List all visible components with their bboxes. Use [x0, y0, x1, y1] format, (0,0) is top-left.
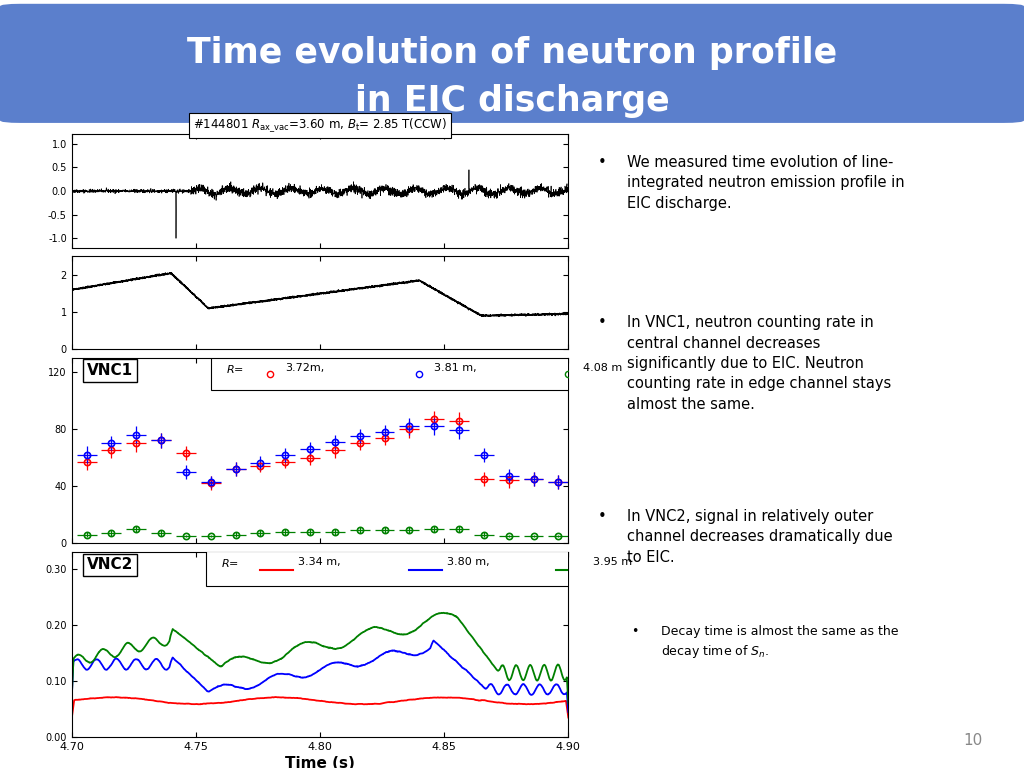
Text: •: •: [597, 315, 606, 330]
FancyBboxPatch shape: [211, 358, 570, 390]
Text: We measured time evolution of line-
integrated neutron emission profile in
EIC d: We measured time evolution of line- inte…: [627, 155, 904, 210]
Text: 3.80 m,: 3.80 m,: [446, 558, 489, 568]
Text: In VNC1, neutron counting rate in
central channel decreases
significantly due to: In VNC1, neutron counting rate in centra…: [627, 315, 891, 412]
Text: 3.72m,: 3.72m,: [286, 363, 325, 373]
FancyBboxPatch shape: [206, 551, 575, 585]
Title: #144801 $R_{\mathrm{ax\_vac}}$=3.60 m, $B_{\mathrm{t}}$= 2.85 T(CCW): #144801 $R_{\mathrm{ax\_vac}}$=3.60 m, $…: [193, 117, 447, 134]
Text: •: •: [597, 508, 606, 524]
Text: $R$=: $R$=: [225, 363, 244, 376]
Text: 3.81 m,: 3.81 m,: [434, 363, 477, 373]
Text: 10: 10: [964, 733, 983, 748]
Text: VNC2: VNC2: [87, 558, 133, 572]
Text: 4.08 m: 4.08 m: [584, 363, 623, 373]
X-axis label: Time (s): Time (s): [285, 756, 355, 768]
Text: 3.95 m: 3.95 m: [593, 558, 632, 568]
Text: $R$=: $R$=: [221, 558, 239, 569]
Text: Decay time is almost the same as the
decay time of $S_{n}$.: Decay time is almost the same as the dec…: [662, 625, 898, 660]
Text: VNC1: VNC1: [87, 363, 133, 379]
Text: Time evolution of neutron profile: Time evolution of neutron profile: [187, 36, 837, 70]
Text: •: •: [631, 625, 639, 638]
FancyBboxPatch shape: [0, 4, 1024, 123]
Text: •: •: [597, 155, 606, 170]
Text: 3.34 m,: 3.34 m,: [298, 558, 340, 568]
Text: In VNC2, signal in relatively outer
channel decreases dramatically due
to EIC.: In VNC2, signal in relatively outer chan…: [627, 508, 893, 564]
Text: in EIC discharge: in EIC discharge: [354, 84, 670, 118]
